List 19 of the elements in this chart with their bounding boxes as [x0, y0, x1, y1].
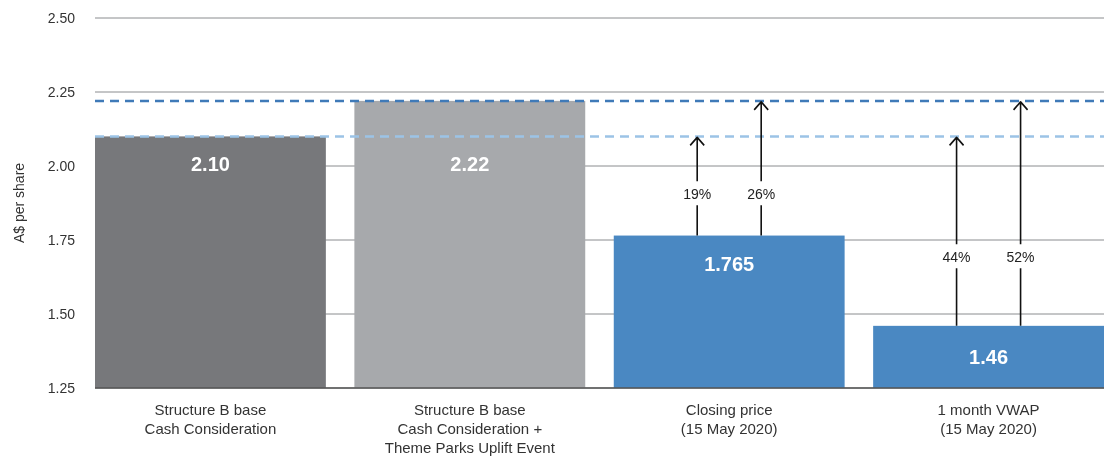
y-tick-label: 2.50: [47, 9, 76, 26]
x-tick-label: 1 month VWAP (15 May 2020): [937, 401, 1040, 437]
y-tick-label: 2.00: [47, 157, 76, 174]
data-label: 1.765: [704, 252, 755, 275]
x-tick-label: Structure B base Cash Consideration: [144, 401, 277, 437]
data-label: 2.10: [190, 153, 230, 176]
annotation: 19%: [683, 186, 712, 203]
y-tick-label: 1.75: [47, 231, 76, 248]
y-axis-title: A$ per share: [11, 162, 27, 244]
y-tick-label: 2.25: [47, 83, 76, 100]
x-tick-label: Closing price (15 May 2020): [680, 401, 778, 437]
annotation: 26%: [747, 186, 776, 203]
data-label: 2.22: [450, 153, 490, 176]
annotation: 44%: [942, 249, 971, 266]
y-tick-label: 1.50: [47, 305, 76, 322]
y-tick-label: 1.25: [47, 379, 76, 396]
x-tick-label: Structure B base Cash Consideration + Theme Parks Uplift Event: [384, 401, 556, 456]
annotation: 52%: [1006, 249, 1035, 266]
data-label: 1.46: [969, 345, 1009, 368]
